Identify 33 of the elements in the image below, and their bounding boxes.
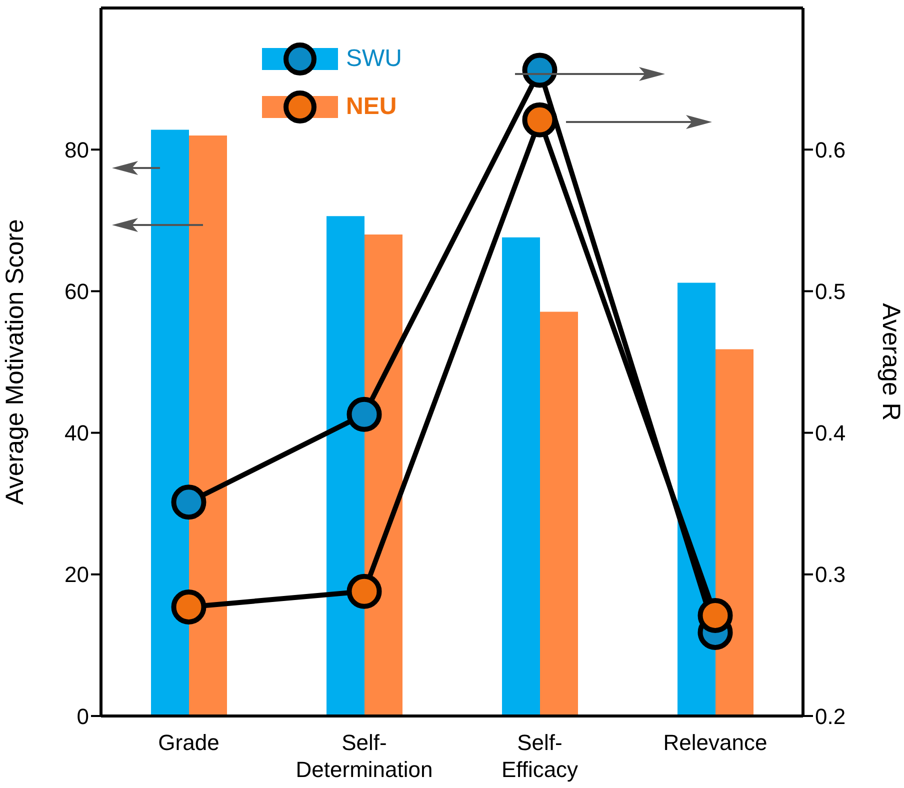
legend-label: NEU	[346, 93, 397, 121]
bar	[326, 216, 364, 716]
y2-tick-label: 0.3	[815, 562, 846, 588]
y-tick-label: 0	[76, 704, 89, 729]
legend-label: SWU	[346, 45, 402, 73]
y2-axis-title: Average R	[877, 303, 904, 421]
point	[522, 102, 558, 138]
x-tick-label: Self-Determination	[296, 730, 433, 782]
y2-tick-label: 0.6	[815, 137, 846, 162]
point	[522, 52, 558, 88]
bar	[189, 135, 227, 716]
y-tick-label: 60	[64, 279, 89, 304]
y2-tick-label: 0.4	[815, 420, 846, 446]
bar	[540, 312, 578, 716]
y2-tick-label: 0.5	[815, 279, 846, 304]
bar	[502, 237, 540, 716]
x-tick-label: Grade	[158, 730, 220, 755]
y2-tick-label: 0.2	[815, 704, 846, 729]
x-tick-label: Self-Efficacy	[501, 730, 578, 782]
point	[346, 396, 382, 432]
bar	[151, 130, 189, 716]
y-axis-title: Average Motivation Score	[0, 219, 29, 505]
y-tick-label: 40	[64, 420, 89, 446]
x-tick-label: Relevance	[663, 730, 768, 755]
bar	[364, 234, 402, 716]
point	[698, 598, 733, 633]
bar	[678, 282, 716, 716]
y-tick-label: 20	[64, 562, 89, 588]
point	[171, 484, 206, 520]
point	[171, 589, 206, 624]
point	[346, 574, 382, 609]
bar	[716, 349, 754, 716]
y-tick-label: 80	[64, 137, 89, 162]
